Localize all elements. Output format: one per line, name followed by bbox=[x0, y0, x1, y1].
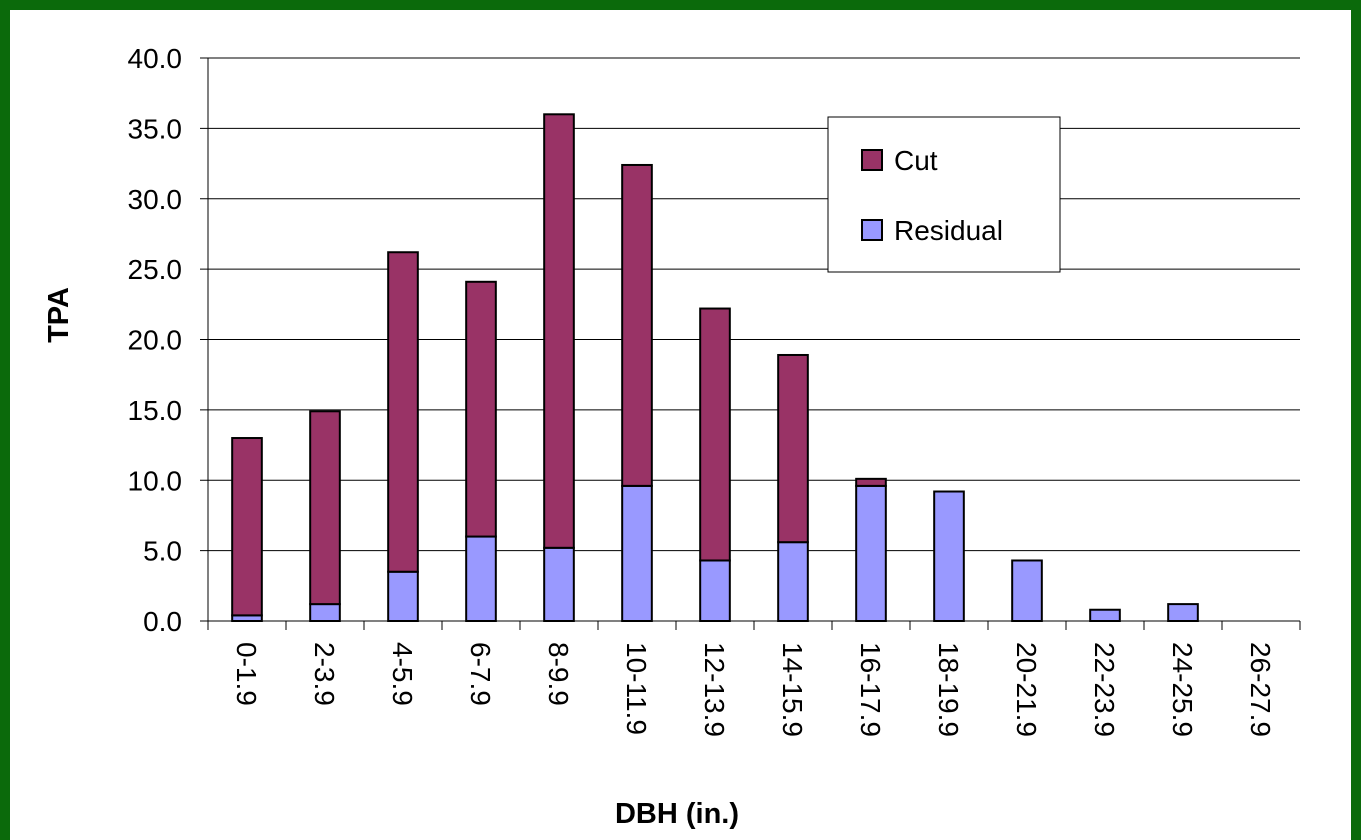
bar-cut bbox=[621, 163, 653, 487]
x-tick-label: 18-19.9 bbox=[933, 642, 964, 737]
bar-residual bbox=[465, 535, 497, 622]
x-tick-label: 20-21.9 bbox=[1011, 642, 1042, 737]
x-tick-label: 14-15.9 bbox=[777, 642, 808, 737]
y-tick-label: 10.0 bbox=[128, 465, 183, 496]
y-axis-label: TPA bbox=[43, 287, 75, 343]
axes bbox=[200, 57, 1301, 630]
y-tick-label: 5.0 bbox=[143, 536, 182, 567]
x-tick-labels: 0-1.9 2-3.9 4-5.9 6-7.9 8-9.9 10-11.9 12-13.9 1… bbox=[231, 642, 1276, 737]
bar-cut bbox=[855, 477, 887, 487]
bar-residual bbox=[777, 541, 809, 622]
bar-cut bbox=[231, 437, 263, 617]
y-tick-label: 0.0 bbox=[143, 606, 182, 637]
y-tick-label: 20.0 bbox=[128, 325, 183, 356]
bars bbox=[231, 113, 1199, 623]
y-tick-label: 15.0 bbox=[128, 395, 183, 426]
x-tick-label: 8-9.9 bbox=[543, 642, 574, 706]
x-tick-label: 0-1.9 bbox=[231, 642, 262, 706]
legend-label-residual: Residual bbox=[894, 215, 1003, 246]
legend: Cut Residual bbox=[827, 116, 1061, 273]
y-tick-label: 40.0 bbox=[128, 43, 183, 74]
x-tick-label: 16-17.9 bbox=[855, 642, 886, 737]
x-tick-label: 6-7.9 bbox=[465, 642, 496, 706]
bar-cut bbox=[699, 307, 731, 562]
bar-residual bbox=[1089, 608, 1121, 622]
bar-residual bbox=[1011, 559, 1043, 622]
bar-residual bbox=[309, 603, 341, 622]
legend-label-cut: Cut bbox=[894, 145, 938, 176]
x-tick-label: 22-23.9 bbox=[1089, 642, 1120, 737]
x-tick-label: 24-25.9 bbox=[1167, 642, 1198, 737]
bar-cut bbox=[465, 280, 497, 538]
bar-residual bbox=[387, 570, 419, 622]
bar-residual bbox=[1167, 603, 1199, 622]
y-tick-label: 25.0 bbox=[128, 254, 183, 285]
x-tick-label: 12-13.9 bbox=[699, 642, 730, 737]
bar-residual bbox=[933, 490, 965, 623]
bar-residual bbox=[699, 559, 731, 622]
legend-box bbox=[827, 116, 1061, 273]
y-tick-label: 35.0 bbox=[128, 113, 183, 144]
x-axis-label: DBH (in.) bbox=[615, 798, 739, 830]
bar-cut bbox=[387, 251, 419, 573]
x-tick-label: 2-3.9 bbox=[309, 642, 340, 706]
gridlines bbox=[208, 57, 1300, 552]
legend-swatch-residual bbox=[861, 219, 883, 241]
bar-residual bbox=[855, 484, 887, 622]
x-tick-label: 26-27.9 bbox=[1245, 642, 1276, 737]
bar-residual bbox=[621, 484, 653, 622]
bar-cut bbox=[777, 353, 809, 544]
x-tick-label: 10-11.9 bbox=[621, 642, 652, 735]
bar-cut bbox=[543, 113, 575, 549]
bar-cut bbox=[309, 410, 341, 606]
stacked-bar-chart: 0.0 5.0 10.0 15.0 20.0 25.0 30.0 35.0 40.0 0-1.9… bbox=[43, 43, 1301, 830]
y-tick-label: 30.0 bbox=[128, 184, 183, 215]
chart-frame: 0.0 5.0 10.0 15.0 20.0 25.0 30.0 35.0 40.0 0-1.9… bbox=[10, 10, 1351, 840]
y-tick-labels: 0.0 5.0 10.0 15.0 20.0 25.0 30.0 35.0 40.0 bbox=[128, 43, 183, 637]
bar-residual bbox=[543, 546, 575, 622]
legend-swatch-cut bbox=[861, 149, 883, 171]
x-tick-label: 4-5.9 bbox=[387, 642, 418, 706]
